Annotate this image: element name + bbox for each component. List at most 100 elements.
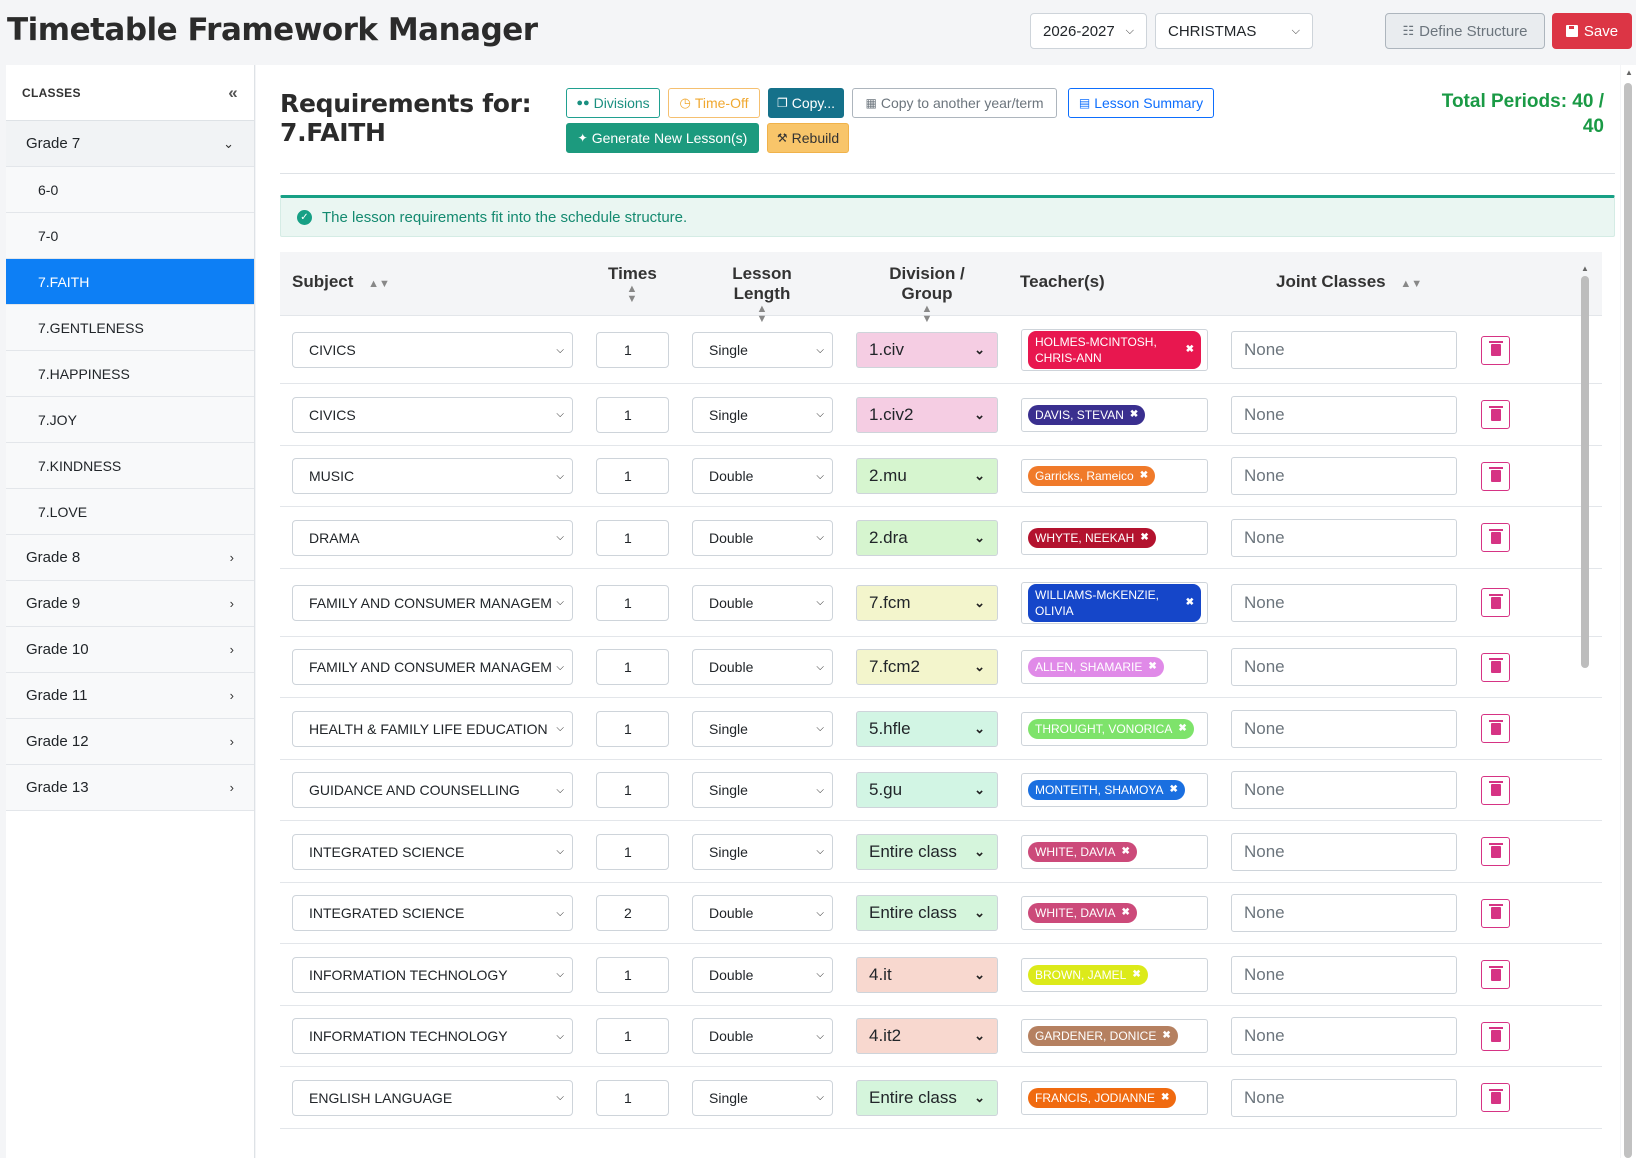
remove-icon[interactable]: ✖ bbox=[1139, 470, 1149, 482]
delete-row-button[interactable] bbox=[1481, 1083, 1510, 1113]
delete-row-button[interactable] bbox=[1481, 775, 1510, 805]
division-group-select[interactable]: 5.gu ⌄ bbox=[856, 772, 998, 809]
division-group-select[interactable]: 7.fcm2 ⌄ bbox=[856, 649, 998, 686]
rebuild-button[interactable]: ⚒ Rebuild bbox=[767, 123, 849, 153]
subject-select[interactable]: INFORMATION TECHNOLOGY ⌵ bbox=[292, 1018, 573, 1055]
teachers-field[interactable]: FRANCIS, JODIANNE ✖ bbox=[1021, 1080, 1208, 1115]
delete-row-button[interactable] bbox=[1481, 588, 1510, 617]
teachers-field[interactable]: BROWN, JAMEL ✖ bbox=[1021, 957, 1208, 992]
copy-button[interactable]: ❐ Copy... bbox=[768, 88, 844, 118]
joint-classes-field[interactable]: None bbox=[1231, 457, 1457, 496]
joint-classes-field[interactable]: None bbox=[1231, 583, 1457, 622]
subject-select[interactable]: INTEGRATED SCIENCE ⌵ bbox=[292, 833, 573, 870]
lesson-length-select[interactable]: Single ⌵ bbox=[692, 710, 833, 747]
sidebar-group[interactable]: Grade 11 › bbox=[6, 673, 254, 719]
times-header[interactable]: Times ▲ ▼ bbox=[608, 264, 657, 305]
times-input[interactable]: 1 bbox=[596, 519, 669, 556]
teachers-field[interactable]: WHITE, DAVIA ✖ bbox=[1021, 896, 1208, 931]
remove-icon[interactable]: ✖ bbox=[1140, 531, 1149, 543]
delete-row-button[interactable] bbox=[1481, 523, 1510, 553]
joint-classes-field[interactable]: None bbox=[1231, 1078, 1457, 1117]
define-structure-button[interactable]: ☷ Define Structure bbox=[1385, 13, 1545, 49]
division-group-select[interactable]: 7.fcm ⌄ bbox=[856, 584, 998, 621]
table-scroll-thumb[interactable] bbox=[1581, 276, 1589, 668]
subject-select[interactable]: FAMILY AND CONSUMER MANAGEMENT ⌵ bbox=[292, 649, 573, 686]
lesson-length-select[interactable]: Single ⌵ bbox=[692, 772, 833, 809]
copy-to-other-term-button[interactable]: ▦ Copy to another year/term bbox=[852, 88, 1057, 118]
remove-icon[interactable]: ✖ bbox=[1148, 661, 1157, 673]
subject-select[interactable]: MUSIC ⌵ bbox=[292, 458, 573, 495]
divisions-button[interactable]: ●● Divisions bbox=[566, 88, 660, 118]
division-group-select[interactable]: 2.dra ⌄ bbox=[856, 519, 998, 556]
remove-icon[interactable]: ✖ bbox=[1132, 968, 1141, 980]
remove-icon[interactable]: ✖ bbox=[1161, 1091, 1170, 1103]
division-group-select[interactable]: Entire class ⌄ bbox=[856, 895, 998, 932]
times-input[interactable]: 1 bbox=[596, 396, 669, 433]
scroll-up-icon[interactable]: ▲ bbox=[1581, 264, 1589, 273]
subject-select[interactable]: CIVICS ⌵ bbox=[292, 332, 573, 368]
division-header[interactable]: Division / Group ▲ ▼ bbox=[863, 264, 991, 325]
page-scrollbar[interactable]: ▲ bbox=[1621, 65, 1636, 1158]
lesson-length-select[interactable]: Double ⌵ bbox=[692, 458, 833, 495]
lesson-length-select[interactable]: Single ⌵ bbox=[692, 396, 833, 433]
teachers-field[interactable]: WHYTE, NEEKAH ✖ bbox=[1021, 520, 1208, 555]
times-input[interactable]: 1 bbox=[596, 956, 669, 993]
delete-row-button[interactable] bbox=[1481, 400, 1510, 430]
division-group-select[interactable]: 2.mu ⌄ bbox=[856, 458, 998, 495]
remove-icon[interactable]: ✖ bbox=[1162, 1030, 1171, 1042]
scroll-up-icon[interactable]: ▲ bbox=[1625, 68, 1633, 77]
times-input[interactable]: 1 bbox=[596, 833, 669, 870]
joint-classes-field[interactable]: None bbox=[1231, 771, 1457, 810]
teachers-field[interactable]: ALLEN, SHAMARIE ✖ bbox=[1021, 650, 1208, 685]
subject-select[interactable]: INTEGRATED SCIENCE ⌵ bbox=[292, 895, 573, 932]
joint-classes-field[interactable]: None bbox=[1231, 648, 1457, 687]
collapse-sidebar-icon[interactable]: « bbox=[228, 82, 238, 102]
teachers-field[interactable]: DAVIS, STEVAN ✖ bbox=[1021, 397, 1208, 432]
remove-icon[interactable]: ✖ bbox=[1169, 784, 1178, 796]
times-input[interactable]: 1 bbox=[596, 772, 669, 809]
joint-classes-header[interactable]: Joint Classes ▲▼ bbox=[1276, 272, 1422, 292]
joint-classes-field[interactable]: None bbox=[1231, 709, 1457, 748]
joint-classes-field[interactable]: None bbox=[1231, 955, 1457, 994]
delete-row-button[interactable] bbox=[1481, 960, 1510, 990]
sidebar-item-class[interactable]: 7.HAPPINESS bbox=[6, 351, 254, 397]
lesson-length-select[interactable]: Double ⌵ bbox=[692, 956, 833, 993]
teachers-field[interactable]: GARDENER, DONICE ✖ bbox=[1021, 1019, 1208, 1054]
subject-select[interactable]: ENGLISH LANGUAGE ⌵ bbox=[292, 1079, 573, 1116]
division-group-select[interactable]: Entire class ⌄ bbox=[856, 833, 998, 870]
delete-row-button[interactable] bbox=[1481, 335, 1510, 365]
delete-row-button[interactable] bbox=[1481, 461, 1510, 491]
page-scroll-thumb[interactable] bbox=[1624, 83, 1632, 1158]
sidebar-item-class[interactable]: 7-0 bbox=[6, 213, 254, 259]
sidebar-group[interactable]: Grade 13 › bbox=[6, 765, 254, 811]
term-select[interactable]: CHRISTMAS ⌵ bbox=[1155, 13, 1313, 49]
joint-classes-field[interactable]: None bbox=[1231, 894, 1457, 933]
joint-classes-field[interactable]: None bbox=[1231, 832, 1457, 871]
table-scrollbar[interactable]: ▲ bbox=[1579, 264, 1591, 1158]
division-group-select[interactable]: 4.it ⌄ bbox=[856, 956, 998, 993]
sidebar-group[interactable]: Grade 7 ⌄ bbox=[6, 121, 254, 167]
sidebar-item-class[interactable]: 7.GENTLENESS bbox=[6, 305, 254, 351]
subject-select[interactable]: HEALTH & FAMILY LIFE EDUCATION ⌵ bbox=[292, 710, 573, 747]
division-group-select[interactable]: 1.civ2 ⌄ bbox=[856, 396, 998, 433]
teachers-field[interactable]: WHITE, DAVIA ✖ bbox=[1021, 834, 1208, 869]
lesson-length-select[interactable]: Single ⌵ bbox=[692, 1079, 833, 1116]
joint-classes-field[interactable]: None bbox=[1231, 1017, 1457, 1056]
sidebar-group[interactable]: Grade 10 › bbox=[6, 627, 254, 673]
division-group-select[interactable]: 1.civ ⌄ bbox=[856, 332, 998, 368]
remove-icon[interactable]: ✖ bbox=[1129, 408, 1139, 420]
sidebar-item-class[interactable]: 7.KINDNESS bbox=[6, 443, 254, 489]
delete-row-button[interactable] bbox=[1481, 1021, 1510, 1051]
delete-row-button[interactable] bbox=[1481, 837, 1510, 867]
division-group-select[interactable]: 5.hfle ⌄ bbox=[856, 710, 998, 747]
times-input[interactable]: 1 bbox=[596, 1079, 669, 1116]
lesson-length-select[interactable]: Double ⌵ bbox=[692, 1018, 833, 1055]
lesson-length-select[interactable]: Double ⌵ bbox=[692, 649, 833, 686]
times-input[interactable]: 1 bbox=[596, 649, 669, 686]
sidebar-group[interactable]: Grade 12 › bbox=[6, 719, 254, 765]
joint-classes-field[interactable]: None bbox=[1231, 331, 1457, 369]
remove-icon[interactable]: ✖ bbox=[1185, 344, 1194, 355]
sidebar-item-class[interactable]: 6-0 bbox=[6, 167, 254, 213]
lesson-length-select[interactable]: Double ⌵ bbox=[692, 519, 833, 556]
delete-row-button[interactable] bbox=[1481, 652, 1510, 682]
